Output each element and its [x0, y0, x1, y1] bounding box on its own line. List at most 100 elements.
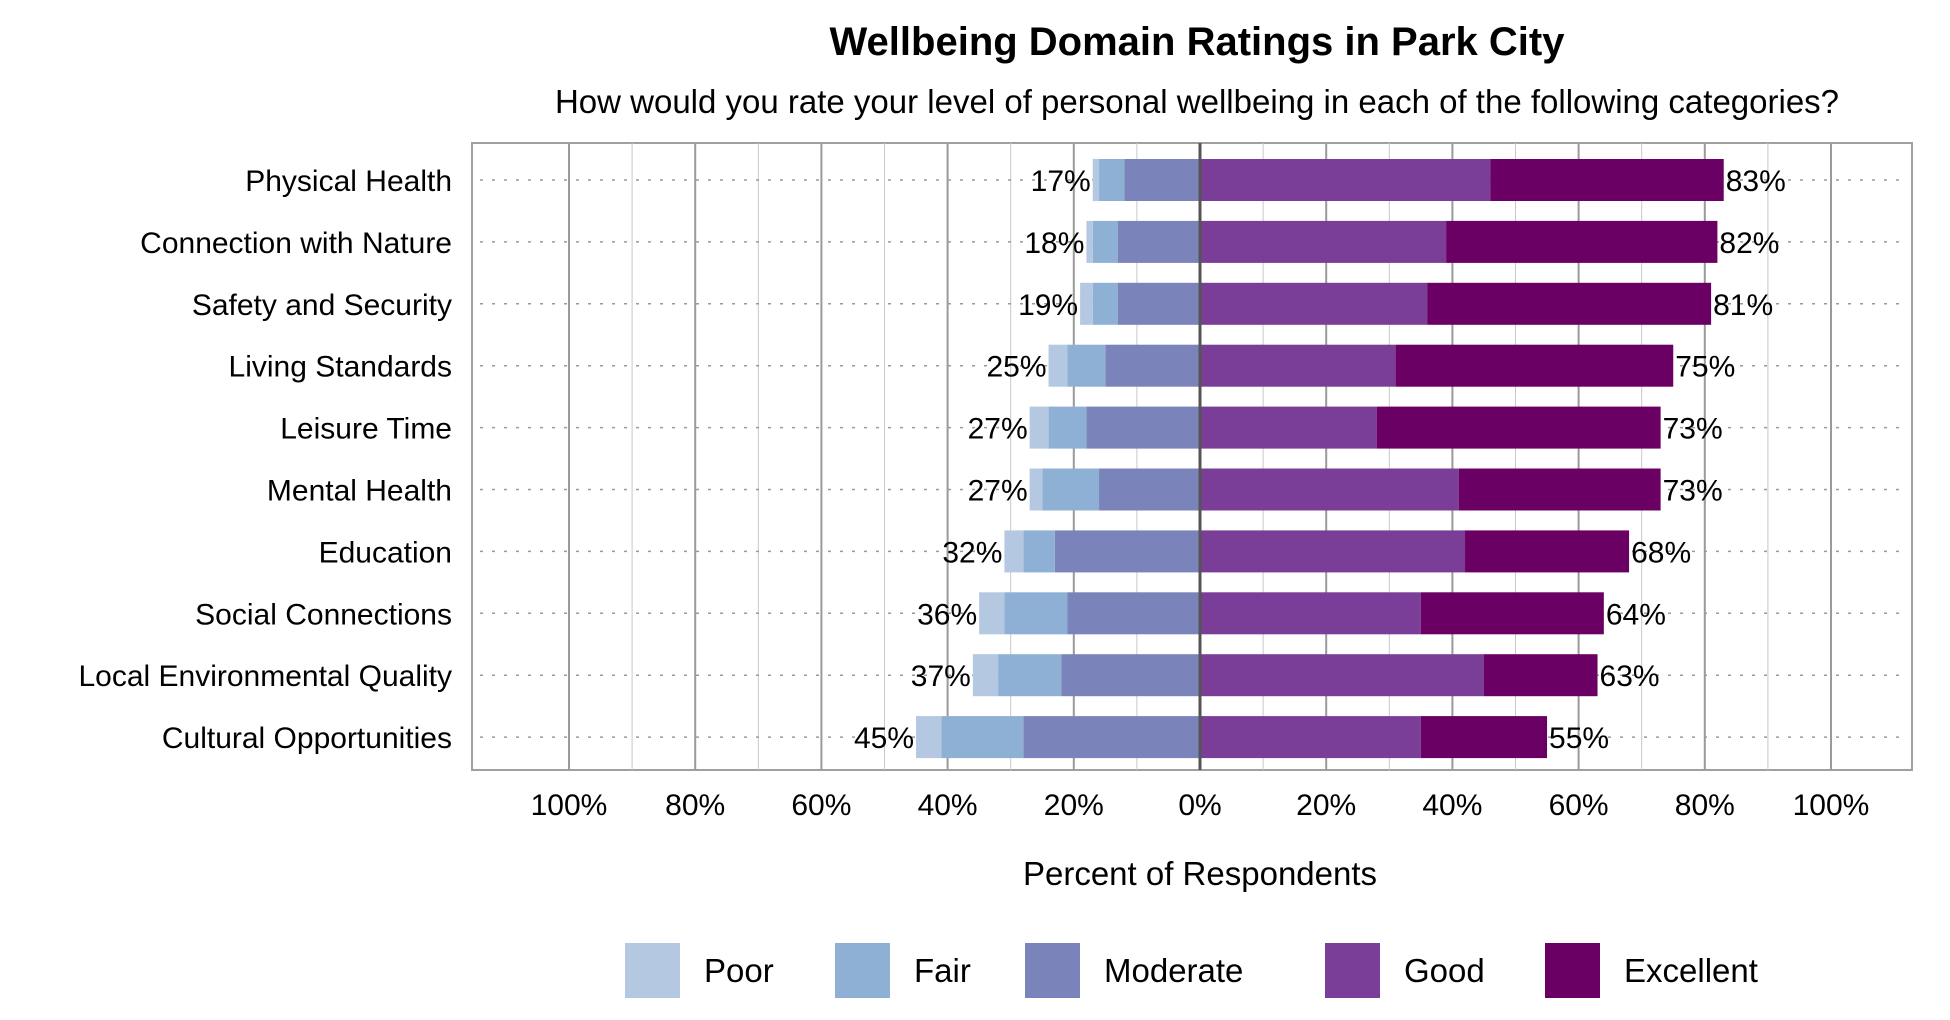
bar-excellent — [1458, 468, 1661, 511]
bar-fair — [1092, 220, 1118, 263]
legend-swatch-poor — [625, 943, 680, 998]
category-label: Cultural Opportunities — [162, 722, 452, 755]
bar-good — [1200, 592, 1421, 635]
bar-fair — [1023, 530, 1055, 573]
bar-good — [1200, 220, 1447, 263]
bar-poor — [916, 716, 942, 759]
bar-fair — [1042, 468, 1100, 511]
bar-good — [1200, 406, 1377, 449]
bar-poor — [1029, 406, 1049, 449]
x-axis-label: Percent of Respondents — [1023, 855, 1377, 892]
legend-label-good: Good — [1404, 952, 1485, 989]
bar-moderate — [1117, 220, 1200, 263]
bar-moderate — [1124, 159, 1200, 201]
positive-total-label: 83% — [1726, 165, 1786, 198]
category-label: Local Environmental Quality — [78, 660, 452, 693]
category-label: Leisure Time — [280, 413, 452, 446]
bar-moderate — [1099, 468, 1200, 511]
legend-swatch-moderate — [1025, 943, 1080, 998]
bar-moderate — [1086, 406, 1200, 449]
bar-poor — [1086, 220, 1093, 263]
bar-fair — [1048, 406, 1087, 449]
bar-fair — [1067, 344, 1106, 387]
x-tick-label: 80% — [1675, 789, 1735, 822]
bar-excellent — [1395, 344, 1674, 387]
bar-excellent — [1490, 159, 1724, 201]
legend-label-fair: Fair — [914, 952, 971, 989]
bar-good — [1200, 654, 1484, 697]
bar-fair — [1004, 592, 1068, 635]
negative-total-label: 45% — [854, 722, 914, 755]
bar-excellent — [1420, 592, 1604, 635]
x-tick-label: 20% — [1044, 789, 1104, 822]
negative-total-label: 19% — [1018, 289, 1078, 322]
category-label: Education — [319, 536, 452, 569]
positive-total-label: 68% — [1631, 536, 1691, 569]
positive-total-label: 75% — [1675, 351, 1735, 384]
x-tick-label: 100% — [531, 789, 608, 822]
bar-excellent — [1483, 654, 1598, 697]
x-tick-label: 0% — [1178, 789, 1221, 822]
category-label: Safety and Security — [192, 289, 452, 322]
bar-poor — [979, 592, 1005, 635]
category-label: Physical Health — [245, 165, 452, 198]
bar-poor — [1029, 468, 1043, 511]
category-label: Living Standards — [229, 351, 452, 384]
plot-frame — [471, 142, 1913, 771]
bar-excellent — [1376, 406, 1661, 449]
chart-title: Wellbeing Domain Ratings in Park City — [830, 20, 1566, 64]
legend-label-moderate: Moderate — [1104, 952, 1243, 989]
negative-total-label: 32% — [942, 536, 1002, 569]
bar-fair — [1099, 159, 1125, 201]
legend-label-poor: Poor — [704, 952, 774, 989]
positive-total-label: 64% — [1606, 598, 1666, 631]
negative-total-label: 17% — [1031, 165, 1091, 198]
legend: Poor Fair Moderate Good Excellent — [625, 943, 1758, 998]
category-label: Connection with Nature — [140, 227, 452, 260]
bar-poor — [1080, 282, 1093, 325]
positive-total-label: 73% — [1663, 413, 1723, 446]
bar-poor — [1004, 530, 1024, 573]
negative-total-label: 37% — [911, 660, 971, 693]
bar-good — [1200, 468, 1459, 511]
bar-layer — [916, 159, 1724, 759]
positive-total-label: 73% — [1663, 475, 1723, 508]
legend-swatch-good — [1325, 943, 1380, 998]
bar-moderate — [1023, 716, 1200, 759]
x-tick-label: 20% — [1296, 789, 1356, 822]
negative-total-label: 18% — [1024, 227, 1084, 260]
bar-good — [1200, 716, 1421, 759]
bar-fair — [1092, 282, 1118, 325]
bar-moderate — [1105, 344, 1200, 387]
legend-label-excellent: Excellent — [1624, 952, 1758, 989]
chart-subtitle: How would you rate your level of persona… — [555, 83, 1839, 120]
bar-good — [1200, 344, 1396, 387]
bar-moderate — [1117, 282, 1200, 325]
negative-total-label: 27% — [968, 413, 1028, 446]
x-tick-label: 40% — [918, 789, 978, 822]
x-tick-label: 40% — [1422, 789, 1482, 822]
label-layer: Physical Health Connection with Nature Saf… — [78, 165, 1869, 822]
positive-total-label: 55% — [1549, 722, 1609, 755]
negative-total-label: 36% — [917, 598, 977, 631]
legend-swatch-fair — [835, 943, 890, 998]
bar-excellent — [1465, 530, 1630, 573]
bar-poor — [1092, 159, 1100, 201]
bar-excellent — [1446, 220, 1718, 263]
negative-total-label: 25% — [987, 351, 1047, 384]
positive-total-label: 63% — [1600, 660, 1660, 693]
bar-good — [1200, 530, 1466, 573]
bar-excellent — [1427, 282, 1712, 325]
bar-moderate — [1067, 592, 1200, 635]
bar-fair — [941, 716, 1024, 759]
bar-good — [1200, 159, 1491, 201]
bar-poor — [972, 654, 999, 697]
bar-fair — [998, 654, 1062, 697]
bar-poor — [1048, 344, 1068, 387]
x-tick-label: 60% — [1549, 789, 1609, 822]
category-label: Mental Health — [267, 475, 452, 508]
bar-excellent — [1420, 716, 1548, 759]
bar-moderate — [1061, 654, 1200, 697]
